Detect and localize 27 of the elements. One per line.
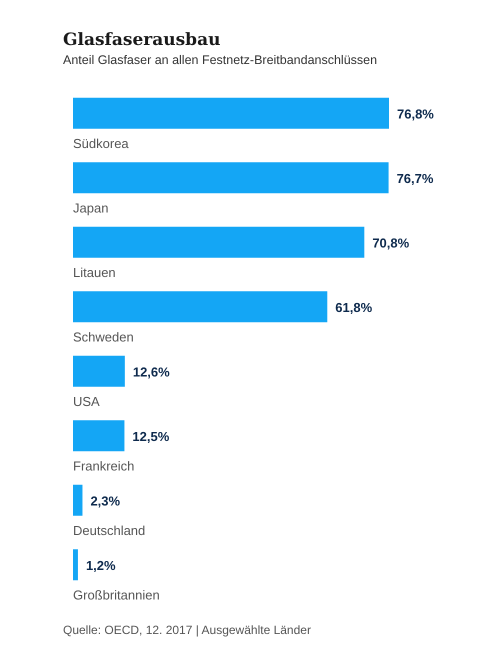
data-label: 61,8% bbox=[335, 300, 373, 315]
data-label: 1,2% bbox=[86, 558, 116, 573]
y-tick-label: Schweden bbox=[73, 329, 134, 344]
annotation: Quelle: OECD, 12. 2017 | Ausgewählte Länder bbox=[63, 623, 312, 637]
data-label: 70,8% bbox=[372, 235, 410, 250]
y-tick-label: Südkorea bbox=[73, 136, 130, 151]
bar bbox=[73, 226, 364, 258]
data-label: 76,8% bbox=[397, 106, 434, 122]
y-tick-label: Litauen bbox=[73, 264, 116, 280]
y-tick-label: USA bbox=[73, 394, 100, 409]
chart-title: Glasfaserausbau bbox=[62, 29, 222, 50]
y-tick-label: Deutschland bbox=[73, 522, 146, 538]
data-label: 12,5% bbox=[132, 428, 170, 444]
bar bbox=[73, 98, 389, 129]
bar bbox=[73, 162, 389, 194]
bar bbox=[73, 420, 124, 452]
bar bbox=[73, 291, 328, 322]
y-tick-label: Großbritannien bbox=[73, 587, 160, 602]
bar bbox=[73, 549, 78, 580]
data-label: 12,6% bbox=[132, 364, 170, 380]
chart-subtitle: Anteil Glasfaser an allen Festnetz-Breitbandanschlüssen bbox=[62, 52, 378, 67]
y-tick-label: Frankreich bbox=[73, 458, 134, 474]
bar bbox=[73, 356, 125, 387]
y-tick-label: Japan bbox=[73, 200, 108, 216]
bar bbox=[73, 484, 82, 516]
data-label: 76,7% bbox=[396, 170, 434, 186]
data-label: 2,3% bbox=[90, 493, 121, 508]
